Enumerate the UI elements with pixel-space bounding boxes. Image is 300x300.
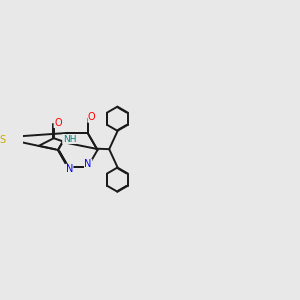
Text: S: S — [0, 135, 6, 145]
Text: N: N — [66, 164, 73, 174]
Text: N: N — [85, 159, 92, 170]
Text: NH: NH — [63, 134, 76, 143]
Text: O: O — [88, 112, 96, 122]
Text: O: O — [54, 118, 62, 128]
